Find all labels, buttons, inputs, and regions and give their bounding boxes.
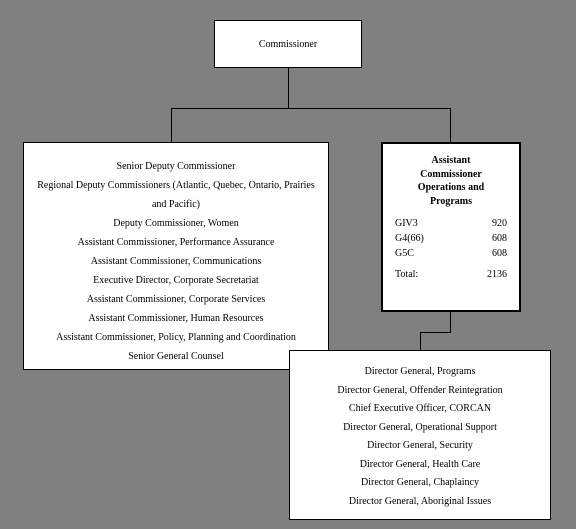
stat-row: GIV3 920 bbox=[395, 216, 507, 231]
bottom-line: Chief Executive Officer, CORCAN bbox=[298, 400, 542, 419]
stat-value: 920 bbox=[492, 216, 507, 231]
left-line: Assistant Commissioner, Performance Assu… bbox=[34, 233, 318, 252]
total-label: Total: bbox=[395, 267, 418, 282]
connector-line bbox=[450, 312, 451, 332]
org-node-commissioner: Commissioner bbox=[214, 20, 362, 68]
stat-code: GIV3 bbox=[395, 216, 418, 231]
left-line: Assistant Commissioner, Corporate Servic… bbox=[34, 290, 318, 309]
bottom-line: Director General, Programs bbox=[298, 363, 542, 382]
org-node-directors-general: Director General, Programs Director Gene… bbox=[289, 350, 551, 520]
bottom-line: Director General, Operational Support bbox=[298, 419, 542, 438]
title-line: Commissioner bbox=[395, 168, 507, 182]
commissioner-label: Commissioner bbox=[259, 39, 317, 50]
left-line: Assistant Commissioner, Human Resources bbox=[34, 309, 318, 328]
stat-code: G5C bbox=[395, 246, 414, 261]
org-node-assistant-commissioner-ops: Assistant Commissioner Operations and Pr… bbox=[381, 142, 521, 312]
left-line: Senior Deputy Commissioner bbox=[34, 157, 318, 176]
stat-row: G4(66) 608 bbox=[395, 231, 507, 246]
left-line: Assistant Commissioner, Communications bbox=[34, 252, 318, 271]
connector-line bbox=[171, 108, 451, 109]
left-line: Assistant Commissioner, Policy, Planning… bbox=[34, 328, 318, 347]
title-line: Operations and bbox=[395, 181, 507, 195]
connector-line bbox=[420, 332, 451, 333]
connector-line bbox=[420, 332, 421, 350]
left-line: Executive Director, Corporate Secretaria… bbox=[34, 271, 318, 290]
title-line: Programs bbox=[395, 195, 507, 209]
bottom-line: Director General, Security bbox=[298, 437, 542, 456]
org-node-senior-staff: Senior Deputy Commissioner Regional Depu… bbox=[23, 142, 329, 370]
connector-line bbox=[450, 108, 451, 142]
stat-value: 608 bbox=[492, 231, 507, 246]
connector-line bbox=[288, 68, 289, 108]
title-line: Assistant bbox=[395, 154, 507, 168]
left-line: Deputy Commissioner, Women bbox=[34, 214, 318, 233]
left-line: Senior General Counsel bbox=[34, 347, 318, 366]
bottom-line: Director General, Chaplaincy bbox=[298, 474, 542, 493]
stat-total-row: Total: 2136 bbox=[395, 267, 507, 282]
stat-value: 608 bbox=[492, 246, 507, 261]
stat-row: G5C 608 bbox=[395, 246, 507, 261]
assistant-commissioner-title: Assistant Commissioner Operations and Pr… bbox=[395, 154, 507, 208]
left-line: Regional Deputy Commissioners (Atlantic,… bbox=[34, 176, 318, 214]
bottom-line: Director General, Offender Reintegration bbox=[298, 382, 542, 401]
bottom-line: Director General, Health Care bbox=[298, 456, 542, 475]
total-value: 2136 bbox=[487, 267, 507, 282]
bottom-line: Director General, Aboriginal Issues bbox=[298, 493, 542, 512]
stat-code: G4(66) bbox=[395, 231, 424, 246]
connector-line bbox=[171, 108, 172, 142]
